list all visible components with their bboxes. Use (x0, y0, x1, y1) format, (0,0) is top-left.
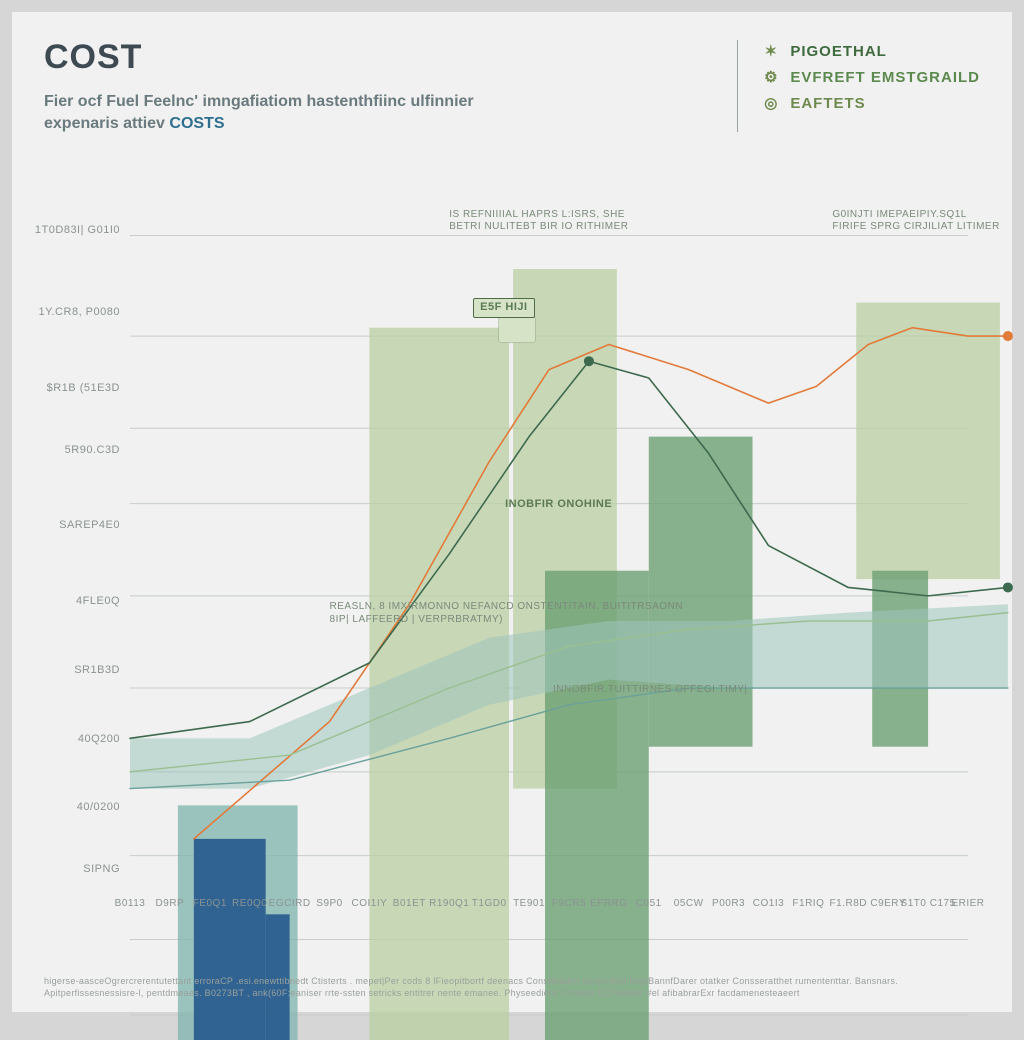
chart-annotation: Innobfir.tuittirnes offegi timy| (553, 684, 748, 697)
chart-panel: COST Fier ocf Fuel Feelnc' imngafiatiom … (12, 12, 1012, 1012)
legend-gear-icon: ⚙ (762, 68, 780, 86)
legend-item: ✶ PIGOETHAL (762, 42, 980, 60)
x-tick-label: T1GD0 (472, 890, 507, 909)
chart-annotation: Reasln, 8 imxirmonno nefancd onstentitai… (330, 601, 683, 626)
page-title: COST (44, 38, 709, 77)
x-tick-label: ERIER (951, 890, 984, 909)
plot-area: SIPNG40/020040Q200SR1B3D4FLE0QSAREP4E05R… (130, 202, 968, 890)
chart-annotation: INOBFIR ONOHINE (505, 498, 612, 512)
subtitle-line1: Fier ocf Fuel Feelnc' imngafiatiom haste… (44, 93, 474, 110)
x-tick-label: R190Q1 (429, 890, 469, 909)
x-tick-label: F1.R8D (830, 890, 867, 909)
page-subtitle: Fier ocf Fuel Feelnc' imngafiatiom haste… (44, 91, 709, 134)
y-tick-label: SR1B3D (74, 664, 130, 676)
x-tick-label: FE0Q1 (193, 890, 227, 909)
x-tick-label: EFRRG (590, 890, 628, 909)
legend-bullet-icon: ✶ (762, 42, 780, 60)
x-tick-label: S9P0 (316, 890, 342, 909)
footnotes: higerse-aasceOgrercrerentutettant errora… (44, 975, 980, 1000)
y-tick-label: 1Y.CR8, P0080 (38, 306, 130, 318)
y-tick-label: 4FLE0Q (76, 595, 130, 607)
y-tick-label: 40/0200 (77, 801, 130, 813)
header-left: COST Fier ocf Fuel Feelnc' imngafiatiom … (44, 38, 729, 134)
legend-label: EAFTETS (790, 95, 865, 112)
subtitle-accent: COSTS (169, 115, 224, 132)
legend-circle-icon: ◎ (762, 94, 780, 112)
x-tick-label: F1RIQ (792, 890, 824, 909)
header-divider (737, 40, 738, 132)
x-tick-label: 05CW (674, 890, 704, 909)
x-tick-label: EGCIRD (269, 890, 311, 909)
chart-annotation: G0INJTI IMEPAEIPIY.SQ1LFIRIFE SPRG CIRJI… (832, 209, 999, 234)
x-tick-label: F9CR5 (552, 890, 586, 909)
footnote-line: Apitperfissesnessisre-l, pentdmeaes. B02… (44, 988, 800, 998)
x-tick-label: B01ET (393, 890, 426, 909)
y-tick-label: SIPNG (83, 863, 130, 875)
legend-item: ◎ EAFTETS (762, 94, 980, 112)
legend-label: PIGOETHAL (790, 43, 887, 60)
x-tick-label: B0113 (115, 890, 146, 909)
chart-region: SIPNG 40/0200 40Q200 SR1B3D 4FLE0Q SAREP4E0 5R… (44, 202, 980, 976)
y-tick-label: SAREP4E0 (59, 519, 130, 531)
x-tick-label: C051 (636, 890, 662, 909)
x-tick-label: COI1IY (352, 890, 388, 909)
subtitle-line2-prefix: expenaris attiev (44, 115, 169, 132)
legend: ✶ PIGOETHAL ⚙ EVFREFT EMSTGRAILD ◎ EAFTE… (762, 38, 980, 134)
y-tick-label: $R1B (51E3D (47, 382, 130, 394)
y-tick-label: 5R90.C3D (65, 444, 130, 456)
legend-item: ⚙ EVFREFT EMSTGRAILD (762, 68, 980, 86)
x-tick-label: TE901 (513, 890, 545, 909)
chart-annotation: IS REFNIIIIAL HAPRS L:ISRS, SHEBETRI NUL… (449, 209, 628, 234)
x-tick-label: S1T0 C175 (901, 890, 956, 909)
header: COST Fier ocf Fuel Feelnc' imngafiatiom … (44, 38, 980, 134)
y-tick-label: 40Q200 (78, 733, 130, 745)
x-tick-label: RE0Q0 (232, 890, 267, 909)
footnote-line: higerse-aasceOgrercrerentutettant errora… (44, 976, 898, 986)
x-tick-label: P00R3 (712, 890, 745, 909)
x-tick-label: D9RP (156, 890, 185, 909)
chart-annotation: E5F HIJI (473, 298, 534, 318)
y-tick-label: 1T0D83I| G01I0 (35, 224, 130, 236)
legend-label: EVFREFT EMSTGRAILD (790, 69, 980, 86)
x-tick-label: CO1I3 (753, 890, 784, 909)
